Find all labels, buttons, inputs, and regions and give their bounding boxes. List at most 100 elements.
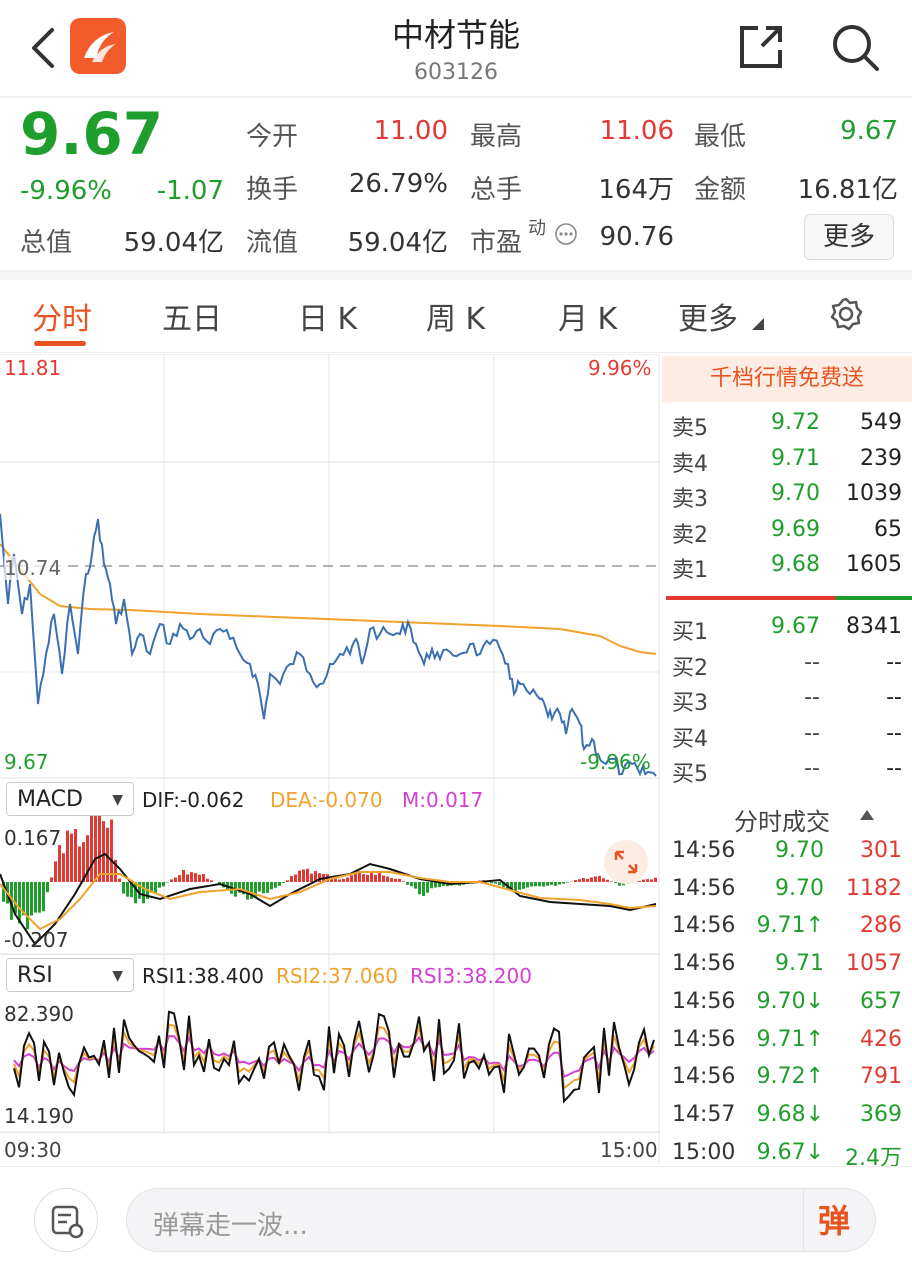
ask-volume: 549	[840, 410, 902, 435]
ask-volume: 239	[840, 446, 902, 471]
macd-bar	[26, 882, 29, 929]
danmu-send-button[interactable]: 弹	[818, 1196, 850, 1242]
danmu-input[interactable]: 弹幕走一波...	[126, 1188, 876, 1252]
macd-bar	[110, 820, 113, 882]
high-label: 最高	[470, 116, 522, 153]
macd-top-value: 0.167	[4, 826, 61, 850]
promo-banner[interactable]: 千档行情免费送	[662, 356, 912, 402]
trade-time: 14:56	[672, 989, 735, 1014]
bid-price: --	[736, 685, 820, 710]
macd-bar	[198, 875, 201, 882]
macd-bar	[166, 882, 169, 883]
tab-weekly-k[interactable]: 周 K	[426, 294, 485, 338]
trades-title[interactable]: 分时成交	[734, 802, 830, 837]
macd-bar	[78, 847, 81, 882]
macd-bar	[490, 882, 493, 883]
macd-bar	[262, 882, 265, 893]
turnover-value: 26.79%	[320, 169, 448, 199]
trade-time: 14:56	[672, 876, 735, 901]
bid-level-label: 买1	[672, 614, 708, 646]
ask-volume: 1039	[840, 481, 902, 506]
trade-volume: 369	[826, 1102, 902, 1127]
bid-volume: --	[840, 650, 902, 675]
current-price: 9.67	[20, 100, 163, 168]
macd-bar	[54, 861, 57, 882]
trade-volume: 657	[826, 989, 902, 1014]
macd-indicator-name: MACD	[17, 787, 83, 812]
trade-time: 15:00	[672, 1140, 735, 1165]
rsi-indicator-select[interactable]: RSI ▼	[6, 958, 134, 992]
more-button[interactable]: 更多	[804, 214, 894, 260]
dropdown-arrow-icon: ▼	[112, 959, 123, 993]
macd-bar	[126, 882, 129, 897]
danmu-settings-icon[interactable]	[34, 1188, 98, 1252]
bid-volume: --	[840, 685, 902, 710]
macd-bar	[518, 882, 521, 890]
macd-bar	[594, 877, 597, 882]
macd-bar	[534, 882, 537, 886]
macd-bar	[58, 845, 61, 882]
float-cap-label: 流值	[246, 222, 298, 259]
volume-value: 164万	[560, 169, 674, 206]
macd-bar	[202, 874, 205, 882]
macd-bar	[562, 882, 565, 884]
tab-monthly-k[interactable]: 月 K	[558, 294, 617, 338]
macd-bar	[566, 882, 569, 883]
macd-bar	[426, 882, 429, 893]
macd-bar	[370, 872, 373, 882]
macd-bar	[554, 882, 557, 886]
tab-intraday[interactable]: 分时	[32, 294, 92, 338]
tab-more[interactable]: 更多	[678, 294, 738, 338]
macd-bar	[66, 831, 69, 882]
ask-price: 9.72	[736, 410, 820, 435]
trade-volume: 286	[826, 913, 902, 938]
macd-bar	[582, 878, 585, 882]
settings-gear-icon[interactable]	[828, 296, 864, 332]
trade-price: 9.71↑	[740, 1027, 824, 1052]
rsi-indicator-name: RSI	[17, 963, 53, 988]
open-value: 11.00	[330, 116, 448, 146]
turnover-label: 换手	[246, 169, 298, 206]
macd-indicator-select[interactable]: MACD ▼	[6, 782, 134, 816]
macd-bar	[406, 882, 409, 885]
tab-daily-k[interactable]: 日 K	[298, 294, 357, 338]
macd-bar	[338, 879, 341, 882]
header-bar: 中材节能 603126	[0, 0, 912, 96]
macd-bar	[522, 882, 525, 889]
macd-bar	[350, 875, 353, 882]
macd-bar	[154, 882, 157, 893]
chart-canvas[interactable]	[0, 354, 660, 1164]
expand-chart-icon[interactable]	[604, 840, 648, 884]
macd-bar	[590, 877, 593, 882]
macd-bar	[42, 882, 45, 911]
macd-bar	[74, 829, 77, 882]
rsi3-value: RSI3:38.200	[410, 964, 532, 988]
dropdown-arrow-icon: ▼	[112, 783, 123, 817]
ask-price: 9.70	[736, 481, 820, 506]
share-icon[interactable]	[736, 22, 786, 72]
trade-volume: 1057	[826, 951, 902, 976]
trade-price: 9.71↑	[740, 913, 824, 938]
macd-m-value: M:0.017	[402, 788, 483, 812]
trade-price: 9.67↓	[740, 1140, 824, 1165]
macd-bar	[402, 881, 405, 882]
macd-dea-value: DEA:-0.070	[270, 788, 383, 812]
info-dots-icon[interactable]	[554, 222, 578, 246]
macd-bar	[342, 879, 345, 882]
collapse-caret-icon[interactable]	[860, 810, 874, 820]
pe-superscript: 动	[528, 214, 546, 240]
macd-bar	[158, 882, 161, 888]
macd-bar	[186, 874, 189, 882]
low-value: 9.67	[780, 116, 898, 146]
search-icon[interactable]	[830, 22, 882, 74]
tab-five-day[interactable]: 五日	[162, 294, 222, 338]
bid-volume: --	[840, 721, 902, 746]
macd-bar	[118, 879, 121, 882]
macd-bar	[494, 882, 497, 884]
macd-bar	[294, 874, 297, 882]
change-percent: -9.96%	[20, 176, 112, 206]
macd-bar	[654, 878, 657, 882]
trade-volume: 426	[826, 1027, 902, 1052]
ask-volume: 65	[840, 517, 902, 542]
macd-bar	[90, 813, 93, 882]
